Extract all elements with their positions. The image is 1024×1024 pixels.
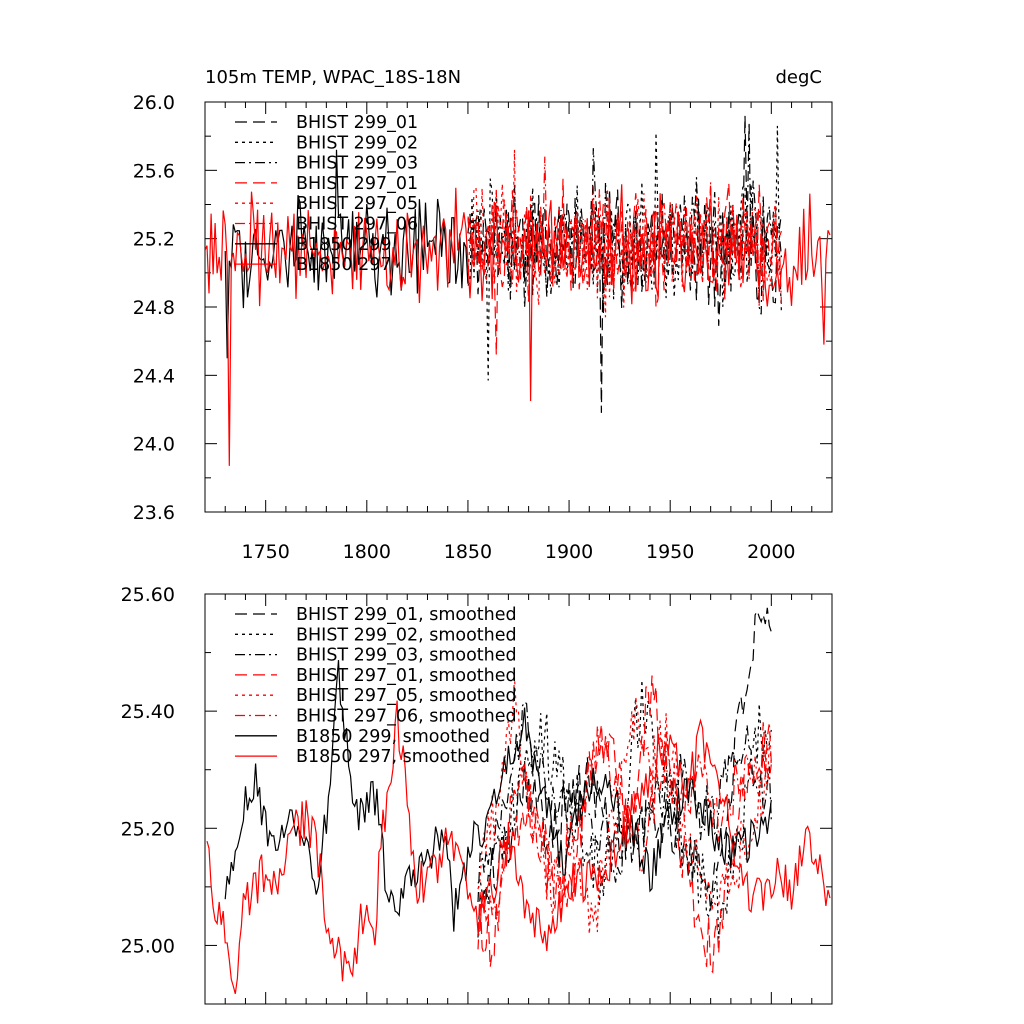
bottom-panel: 25.00 25.20 25.40 25.60 BHIST 299_01, smooth… [121, 584, 833, 1005]
bottom-y-tick-label: 25.00 [121, 935, 175, 957]
top-x-tick-label: 1850 [444, 541, 492, 563]
bottom-legend-label: BHIST 297_05, smoothed [296, 686, 517, 706]
top-y-tick-label: 25.2 [133, 229, 175, 251]
top-series-7 [205, 184, 831, 466]
bottom-series-7 [206, 700, 831, 994]
top-legend-label: BHIST 297_06 [296, 215, 418, 235]
bottom-legend-label: BHIST 297_06, smoothed [296, 707, 517, 727]
bottom-series-5 [477, 722, 772, 950]
top-series-3 [467, 178, 782, 355]
top-y-tick-label: 26.0 [133, 92, 175, 114]
top-legend-label: BHIST 299_03 [296, 154, 418, 174]
bottom-y-tick-label: 25.40 [121, 701, 175, 723]
top-series-5 [467, 156, 782, 307]
top-y-tick-label: 24.8 [133, 297, 175, 319]
bottom-legend-label: BHIST 297_01, smoothed [296, 666, 517, 686]
top-chart-title: 105m TEMP, WPAC_18S-18N [205, 67, 461, 88]
bottom-legend-label: BHIST 299_02, smoothed [296, 625, 517, 645]
top-y-tick-label: 23.6 [133, 502, 175, 524]
bottom-series-3 [477, 675, 772, 974]
bottom-y-tick-label: 25.20 [121, 818, 175, 840]
bottom-series-2 [477, 700, 772, 903]
top-x-tick-label: 1950 [646, 541, 694, 563]
top-legend-label: BHIST 297_05 [296, 194, 418, 214]
top-x-tick-label: 1800 [343, 541, 391, 563]
bottom-plot-frame [204, 593, 833, 1005]
top-chart-units: degC [776, 67, 823, 88]
top-x-tick-label: 2000 [747, 541, 795, 563]
bottom-legend-label: BHIST 299_01, smoothed [296, 605, 517, 625]
top-x-tick-label: 1750 [241, 541, 289, 563]
top-legend-label: BHIST 297_01 [296, 174, 418, 194]
top-y-tick-label: 24.4 [133, 365, 175, 387]
bottom-legend-label: B1850 299, smoothed [296, 727, 490, 747]
top-legend-label: BHIST 299_01 [296, 113, 418, 133]
bottom-series-4 [477, 677, 772, 935]
bottom-legend-label: B1850 297, smoothed [296, 747, 490, 767]
top-panel: 105m TEMP, WPAC_18S-18N degC 23.6 24.0 24.… [133, 67, 833, 563]
top-legend-label: BHIST 299_02 [296, 133, 418, 153]
top-x-tick-label: 1900 [545, 541, 593, 563]
bottom-series-0 [477, 607, 772, 938]
top-y-tick-label: 25.6 [133, 160, 175, 182]
bottom-y-tick-label: 25.60 [121, 584, 175, 606]
top-legend-label: B1850 299 [296, 235, 392, 255]
bottom-legend-label: BHIST 299_03, smoothed [296, 646, 517, 666]
top-legend-label: B1850 297 [296, 255, 392, 275]
bottom-series-6 [224, 660, 772, 932]
top-y-tick-label: 24.0 [133, 434, 175, 456]
top-series-0 [467, 115, 782, 413]
